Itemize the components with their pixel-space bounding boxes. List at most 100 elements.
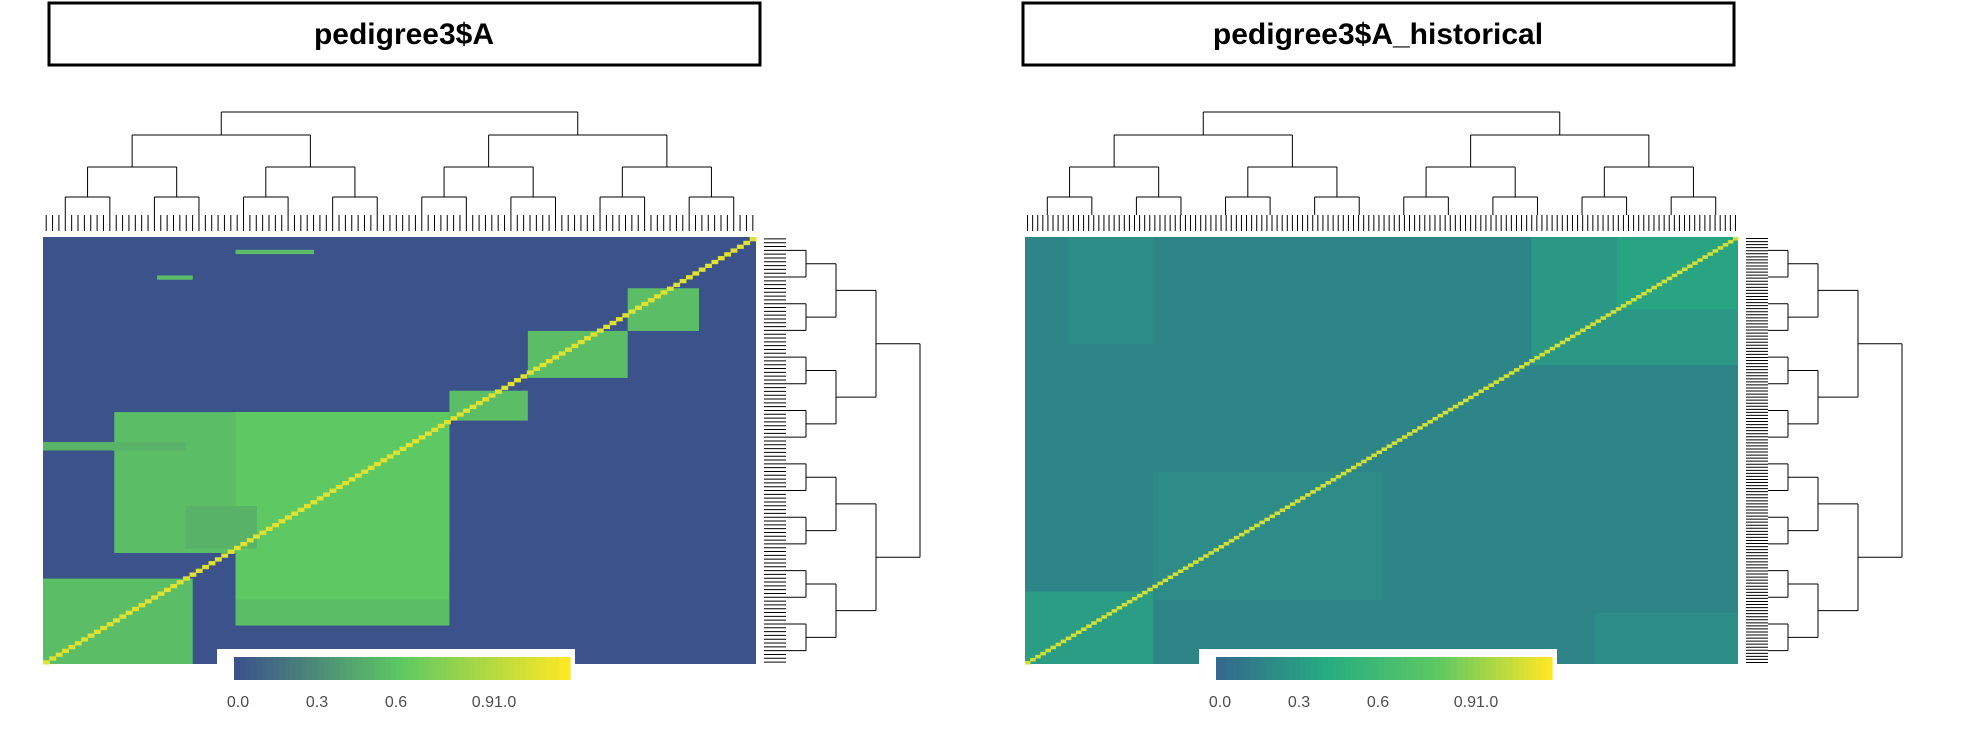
heatmap-block-8 <box>235 599 450 626</box>
heatmap-diagonal-cell <box>1600 316 1607 320</box>
colorbar-step <box>542 657 549 680</box>
heatmap-diagonal-cell <box>1549 346 1556 351</box>
colorbar-step <box>1333 657 1340 680</box>
heatmap-diagonal-cell <box>736 244 744 249</box>
heatmap-diagonal-cell <box>1437 413 1444 418</box>
heatmap-block-10 <box>235 249 314 255</box>
heatmap-diagonal-cell <box>1243 529 1250 534</box>
heatmap-diagonal-cell <box>1025 660 1031 665</box>
colorbar-step <box>1412 657 1419 680</box>
heatmap-diagonal-cell <box>132 606 139 612</box>
right-title: pedigree3$A_historical <box>1213 18 1543 51</box>
heatmap-diagonal-cell <box>1131 596 1138 601</box>
colorbar-step <box>1339 657 1346 680</box>
colorbar-step <box>1395 657 1402 680</box>
heatmap-diagonal-cell <box>482 397 490 402</box>
heatmap-diagonal-cell <box>1101 615 1107 619</box>
heatmap-diagonal-cell <box>49 656 57 661</box>
heatmap-diagonal-cell <box>1732 237 1739 241</box>
heatmap-diagonal-cell <box>272 522 280 528</box>
heatmap-diagonal-cell <box>622 313 630 318</box>
heatmap-diagonal-cell <box>533 366 541 371</box>
heatmap-diagonal-cell <box>1356 462 1362 467</box>
heatmap-diagonal-cell <box>469 404 477 410</box>
colorbar-step <box>463 657 470 680</box>
colorbar-step <box>553 657 560 680</box>
colorbar-step <box>1507 657 1514 680</box>
colorbar-step <box>301 657 308 680</box>
left-colorbar-tick-3: 0.91.0 <box>472 694 517 711</box>
colorbar-step <box>1272 657 1279 680</box>
heatmap-diagonal-cell <box>1524 362 1530 366</box>
heatmap-diagonal-cell <box>227 549 235 554</box>
heatmap-diagonal-cell <box>1096 618 1102 622</box>
colorbar-step <box>424 657 431 680</box>
colorbar-step <box>458 657 465 680</box>
heatmap-diagonal-cell <box>1249 526 1255 531</box>
heatmap-diagonal-cell <box>1137 593 1143 598</box>
heatmap-diagonal-cell <box>514 378 521 383</box>
heatmap-diagonal-cell <box>1559 340 1566 345</box>
colorbar-step <box>519 657 526 680</box>
heatmap-diagonal-cell <box>100 625 108 631</box>
heatmap-diagonal-cell <box>151 595 159 600</box>
colorbar-step <box>536 657 543 680</box>
colorbar-step <box>1518 657 1525 680</box>
heatmap-block-6 <box>527 330 628 378</box>
left-right-dendrogram <box>764 238 921 663</box>
colorbar-step <box>396 657 403 680</box>
colorbar-step <box>234 657 241 680</box>
colorbar-step <box>1255 657 1262 680</box>
colorbar-step <box>1305 657 1312 680</box>
heatmap-diagonal-cell <box>526 370 534 375</box>
colorbar-step <box>340 657 347 680</box>
colorbar-step <box>1417 657 1424 680</box>
heatmap-diagonal-cell <box>297 507 305 512</box>
left-colorbar-tick-2: 0.6 <box>385 694 407 711</box>
heatmap-diagonal-cell <box>1142 590 1148 595</box>
heatmap-diagonal-cell <box>221 553 229 558</box>
heatmap-block-3 <box>235 412 450 600</box>
heatmap-diagonal-cell <box>1121 603 1128 607</box>
colorbar-step <box>1238 657 1245 680</box>
colorbar-step <box>312 657 319 680</box>
heatmap-diagonal-cell <box>1376 450 1382 455</box>
colorbar-step <box>469 657 476 680</box>
heatmap-diagonal-cell <box>1116 606 1123 610</box>
colorbar-step <box>1294 657 1301 680</box>
heatmap-diagonal-cell <box>1534 355 1540 360</box>
heatmap-diagonal-cell <box>444 420 451 425</box>
heatmap-diagonal-cell <box>1315 487 1321 491</box>
heatmap-diagonal-cell <box>437 423 445 429</box>
heatmap-diagonal-cell <box>660 290 668 295</box>
colorbar-step <box>250 657 257 680</box>
heatmap-diagonal-cell <box>565 347 572 352</box>
colorbar-step <box>525 657 532 680</box>
heatmap-diagonal-cell <box>1702 255 1708 259</box>
heatmap-diagonal-cell <box>1340 471 1347 476</box>
heatmap-diagonal-cell <box>647 298 655 303</box>
colorbar-step <box>474 657 481 680</box>
heatmap-diagonal-cell <box>1427 420 1433 424</box>
heatmap-diagonal-cell <box>1727 240 1734 244</box>
heatmap-diagonal-cell <box>62 648 69 654</box>
colorbar-step <box>385 657 392 680</box>
heatmap-diagonal-cell <box>113 618 120 623</box>
heatmap-diagonal-cell <box>1569 334 1576 339</box>
heatmap-diagonal-cell <box>55 652 63 657</box>
heatmap-diagonal-cell <box>1666 276 1673 281</box>
heatmap-diagonal-cell <box>1580 328 1586 333</box>
colorbar-step <box>1322 657 1329 680</box>
heatmap-diagonal-cell <box>1269 514 1276 519</box>
colorbar-step <box>1529 657 1536 680</box>
colorbar-step <box>514 657 521 680</box>
colorbar-step <box>452 657 459 680</box>
colorbar-step <box>1546 657 1553 680</box>
colorbar-step <box>239 657 246 680</box>
heatmap-diagonal-cell <box>552 355 560 360</box>
left-top-dendrogram <box>45 111 754 231</box>
colorbar-step <box>1216 657 1223 680</box>
heatmap-diagonal-cell <box>284 515 292 520</box>
heatmap-diagonal-cell <box>1468 395 1474 400</box>
